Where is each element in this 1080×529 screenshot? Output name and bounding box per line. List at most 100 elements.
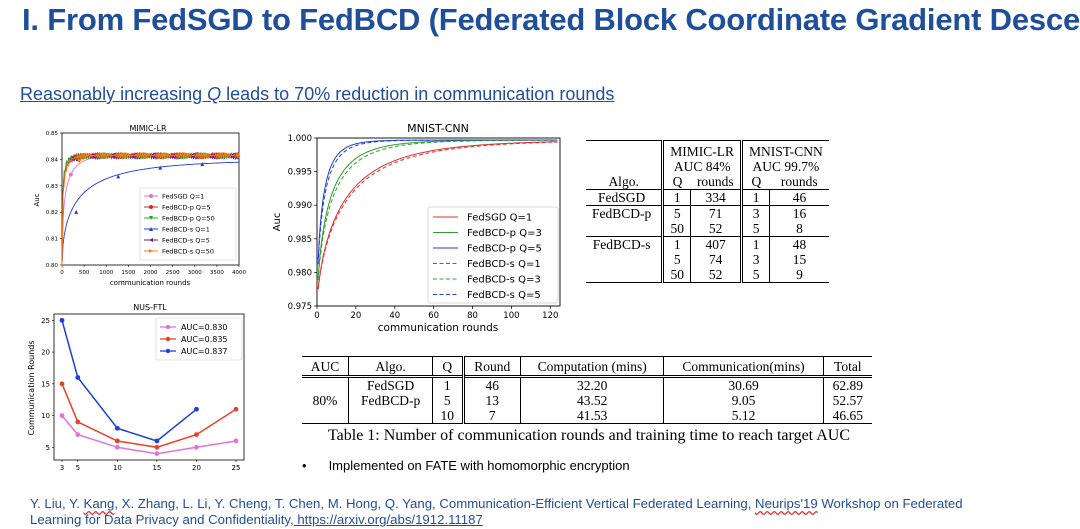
- table-cell-line: 1: [673, 237, 681, 252]
- table-cell-line: 16: [792, 206, 807, 221]
- table-cell-line: 9: [796, 267, 803, 282]
- table-cell-line: 3: [752, 206, 760, 221]
- x-tick-label: 60: [428, 311, 439, 321]
- x-axis-label: communication rounds: [110, 279, 191, 287]
- y-tick-label: 20: [41, 349, 50, 357]
- time-table: AUC Algo. Q Round Computation (mins) Communic…: [302, 356, 872, 424]
- x-tick-label: 40: [389, 311, 400, 321]
- series-marker: [194, 444, 199, 450]
- x-tick-label: 1500: [121, 270, 135, 276]
- table-cell-line: 30.69: [728, 378, 759, 393]
- column-cell: 46 13 7: [461, 376, 521, 424]
- legend-label: FedBCD-p Q=3: [467, 228, 542, 239]
- series-marker: [59, 413, 65, 418]
- algo-cell: FedSGD: [598, 190, 646, 205]
- series-marker: [200, 162, 205, 167]
- header-cell: Round: [461, 356, 521, 377]
- table-cell-line: 32.20: [576, 378, 608, 393]
- legend-marker: [165, 336, 171, 342]
- x-tick-label: 500: [79, 270, 90, 276]
- series-line: [61, 383, 237, 449]
- series-marker: [59, 381, 65, 387]
- rounds-cell: 48 15 9: [770, 237, 829, 283]
- column-cell: FedSGD FedBCD-p: [348, 376, 433, 424]
- chart-title: MIMIC-LR: [129, 124, 166, 133]
- slide-subtitle: Reasonably increasing Q leads to 70% red…: [20, 84, 614, 105]
- subtitle-text-post: leads to 70% reduction in communication …: [221, 84, 615, 104]
- column-cell: 1 5 10: [432, 376, 464, 424]
- time-table-container: AUC Algo. Q Round Computation (mins) Communic…: [302, 356, 872, 445]
- nus-ftl-chart: NUS-FTL 5 10 15 20 25 3 5 10 15 20 25 Communicati…: [27, 303, 245, 472]
- y-tick-label: 0.975: [288, 302, 312, 312]
- table-cell-line: 9.05: [731, 393, 756, 408]
- algo-cell: FedBCD-s: [592, 237, 651, 252]
- x-tick-label: 2000: [144, 270, 158, 276]
- table-cell-line: 48: [792, 237, 807, 252]
- rounds-cell: 71 52: [691, 206, 742, 237]
- table-cell-line: 5: [673, 206, 681, 221]
- x-tick-label: 1000: [99, 270, 113, 276]
- legend-label: FedBCD-s Q=5: [467, 290, 541, 301]
- y-tick-label: 0.83: [46, 184, 59, 190]
- y-tick-label: 15: [41, 380, 50, 388]
- x-tick-label: 3000: [188, 270, 202, 276]
- legend-label: AUC=0.837: [181, 347, 228, 356]
- header-cell: MNIST-CNN: [740, 140, 829, 159]
- series-line: [61, 415, 237, 455]
- rounds-cell: 46: [770, 190, 829, 206]
- legend-label: AUC=0.830: [181, 323, 228, 332]
- y-tick-label: 1.000: [288, 134, 312, 144]
- bullet-text: Implemented on FATE with homomorphic enc…: [328, 458, 630, 473]
- series-marker: [75, 419, 81, 425]
- series-marker: [194, 432, 199, 438]
- series-marker: [158, 165, 163, 170]
- q-cell: 5 50: [661, 205, 692, 237]
- subtitle-text-pre: Reasonably increasing: [20, 84, 208, 104]
- table-cell-line: 1: [673, 190, 681, 205]
- legend-label: FedBCD-s Q=3: [467, 275, 541, 286]
- mimic-lr-chart: MIMIC-LR 0.80 0.81 0.82 0.83 0.84 0.85 0 500 10…: [33, 124, 246, 287]
- table-row: FedBCD-s 1 5 50 407 74 52 1 3 5 48 15 9: [586, 236, 829, 283]
- header-cell: AUC 84%: [661, 159, 742, 174]
- column-cell: 30.69 9.05 5.12: [663, 376, 824, 424]
- reference-line-1: Y. Liu, Y. Kang, X. Zhang, L. Li, Y. Che…: [30, 496, 963, 512]
- table-cell-line: 50: [670, 221, 684, 236]
- x-tick-label: 0: [314, 311, 319, 321]
- table-cell-line: 62.89: [832, 378, 863, 393]
- legend-label: FedBCD-s Q=5: [162, 237, 210, 245]
- x-tick-label: 100: [503, 311, 519, 321]
- series-marker: [75, 375, 81, 380]
- table-cell-line: 50: [670, 267, 684, 282]
- arxiv-link[interactable]: https://arxiv.org/abs/1912.11187: [293, 512, 483, 527]
- table-caption: Table 1: Number of communication rounds …: [328, 427, 851, 444]
- legend-label: FedSGD Q=1: [162, 193, 204, 201]
- header-cell: rounds: [780, 174, 818, 189]
- y-tick-label: 10: [41, 412, 50, 420]
- table-cell-line: 74: [708, 252, 723, 267]
- series-marker: [203, 153, 208, 158]
- series-marker: [119, 153, 124, 158]
- header-cell: rounds: [696, 174, 734, 189]
- reference-line-2: Learning for Data Privacy and Confidenti…: [30, 512, 963, 528]
- series-marker: [149, 194, 153, 198]
- series-marker: [149, 205, 153, 209]
- y-tick-label: 5: [46, 444, 50, 452]
- table-header-row: AUC 84% AUC 99.7%: [586, 159, 829, 174]
- table-cell-line: 46: [792, 190, 807, 205]
- y-tick-label: 0.80: [46, 263, 59, 269]
- x-tick-label: 80: [467, 311, 478, 321]
- ref-line1-end: Workshop on Federated: [817, 496, 963, 511]
- header-cell: Total: [822, 356, 872, 377]
- table-cell-line: 52: [708, 267, 723, 282]
- table-cell-line: 52: [708, 221, 723, 236]
- x-tick-label: 0: [60, 270, 64, 276]
- table-cell-line: 15: [792, 252, 807, 267]
- y-tick-label: 0.995: [288, 168, 312, 178]
- bullet-item: • Implemented on FATE with homomorphic en…: [302, 458, 630, 473]
- header-cell: Algo.: [608, 174, 639, 189]
- reference-citation: Y. Liu, Y. Kang, X. Zhang, L. Li, Y. Che…: [30, 496, 963, 528]
- table-cell-line: 8: [796, 221, 803, 236]
- x-tick-label: 3: [60, 464, 64, 472]
- table-cell-line: 334: [705, 190, 726, 205]
